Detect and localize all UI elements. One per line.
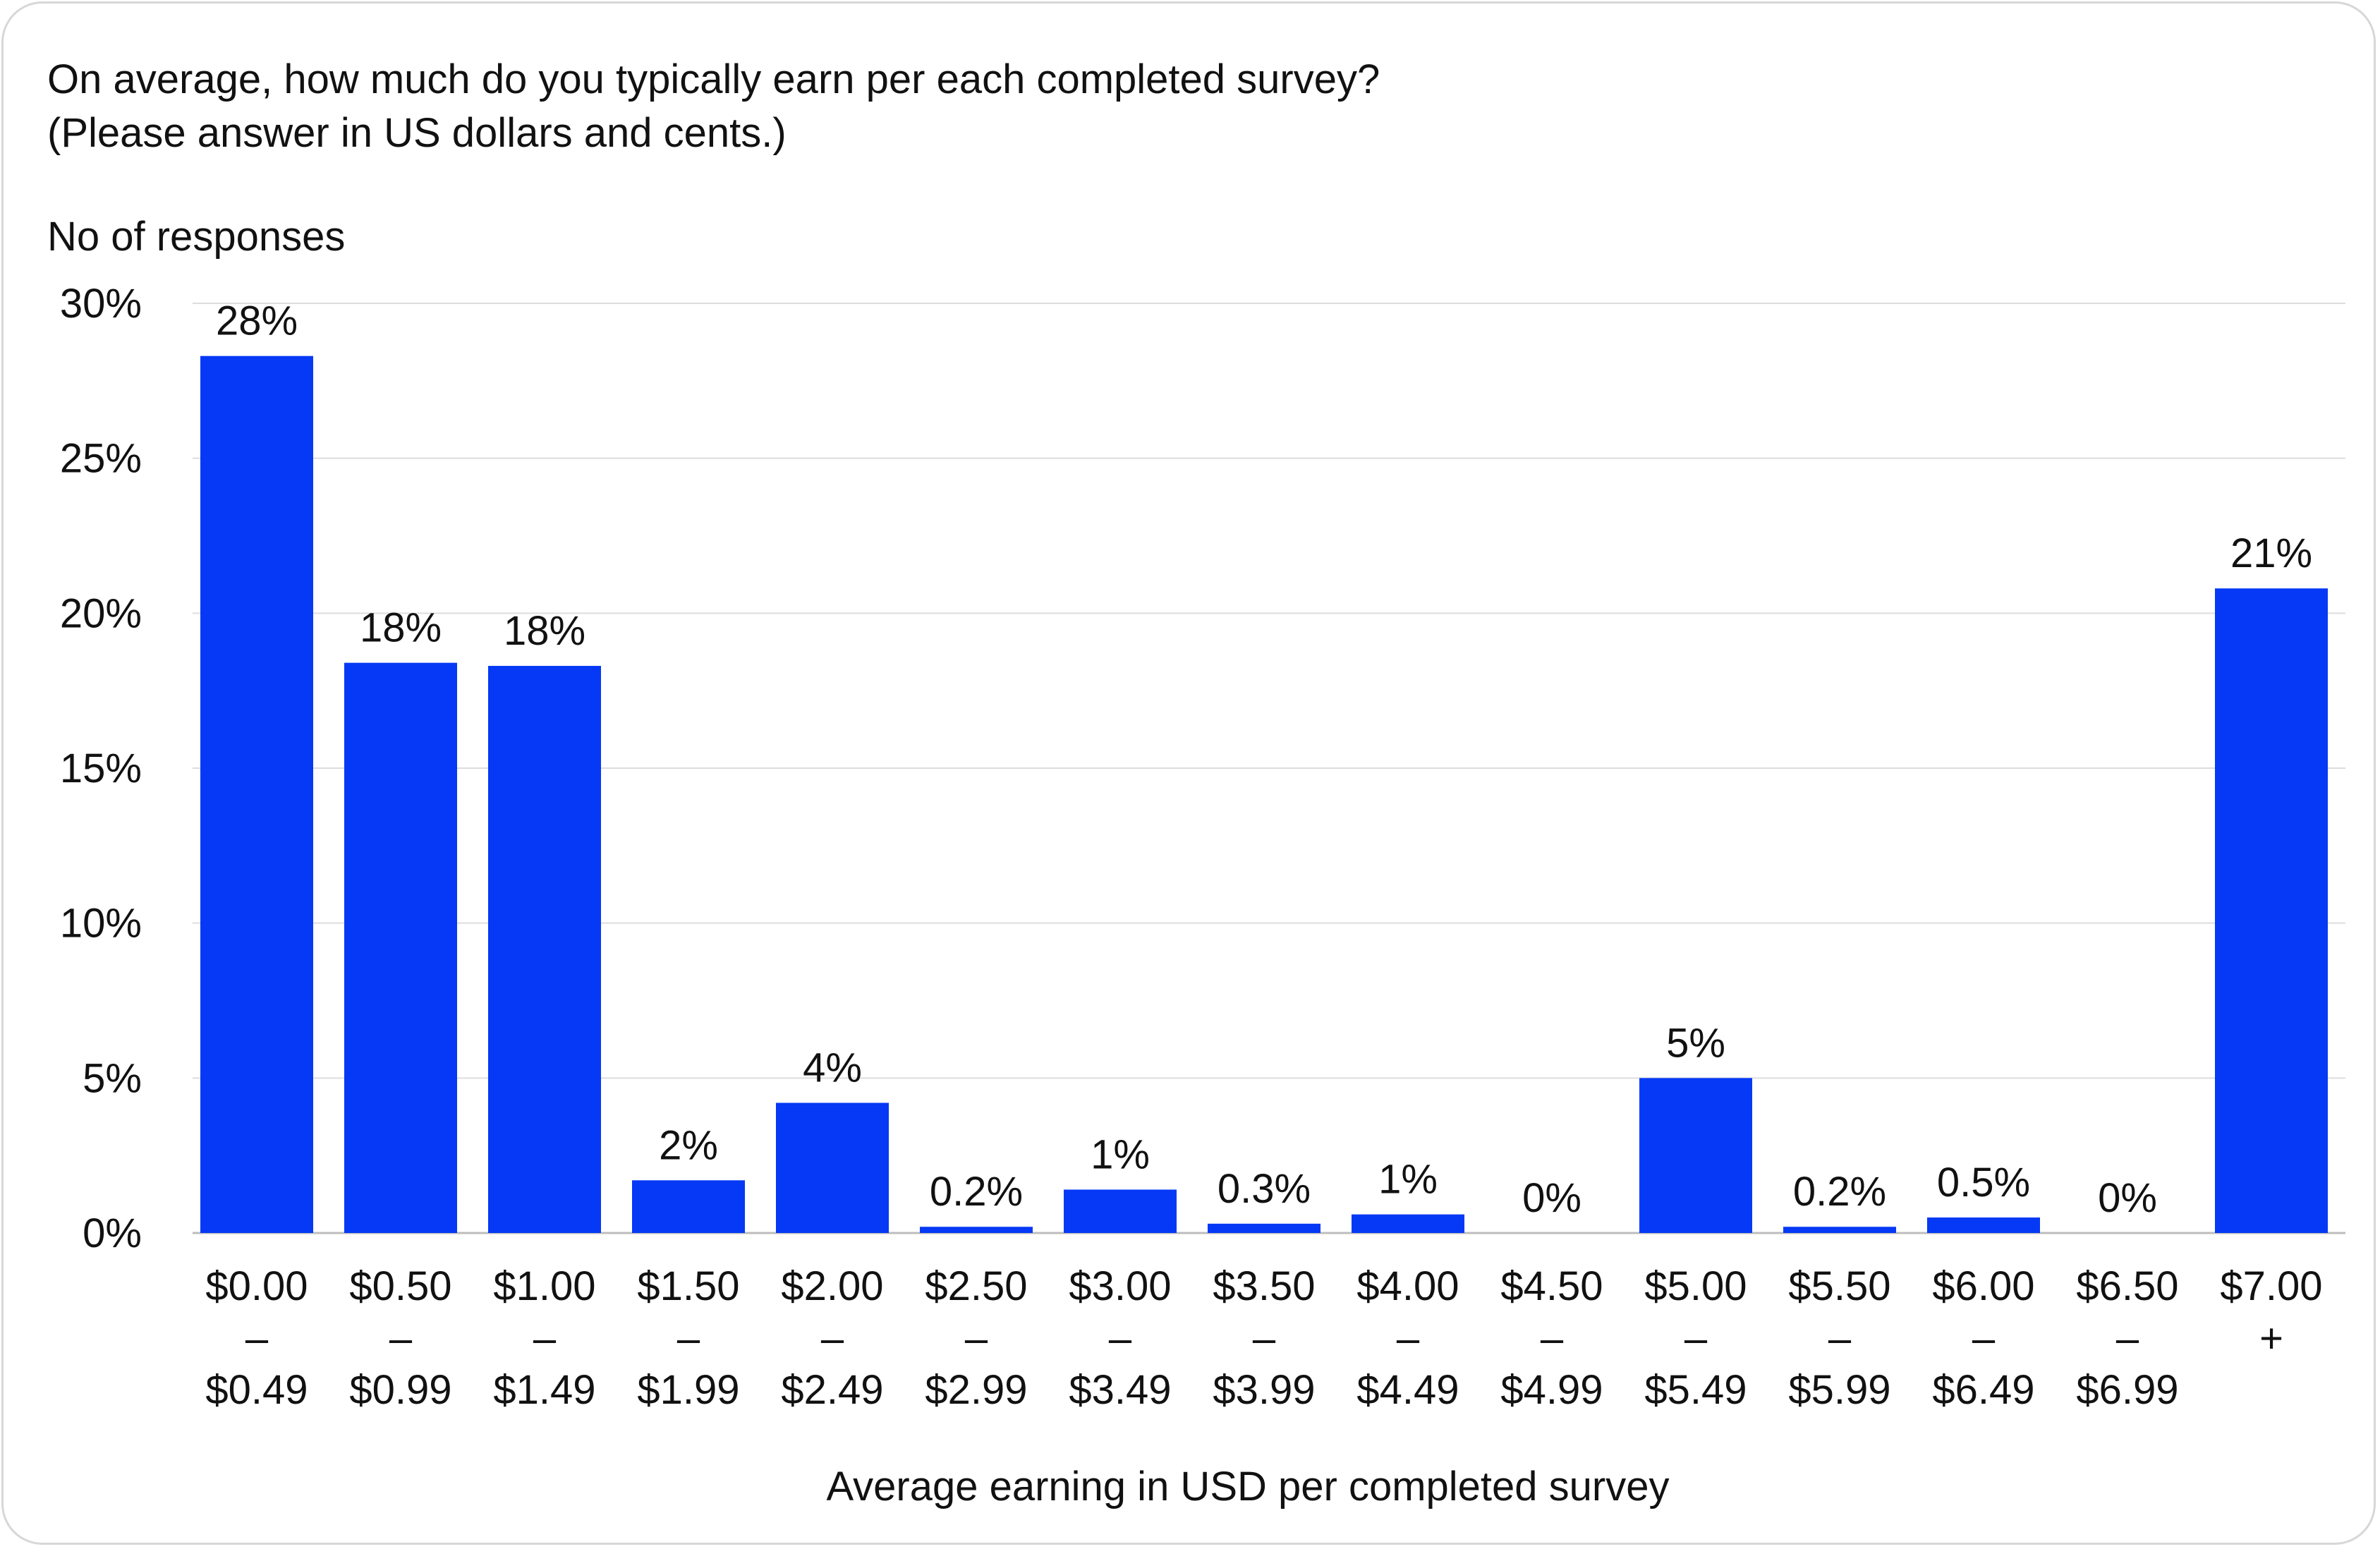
x-tick-label: –	[1541, 1316, 1564, 1361]
bar	[632, 1180, 745, 1233]
bar-chart: 0% 5% 10% 15% 20% 25% 30% 28% 18% 18% 2% 4% 0.2% 1% 0…	[47, 214, 2345, 1509]
x-tick-label: $4.49	[1356, 1367, 1459, 1413]
x-tick-label: $2.49	[781, 1367, 883, 1413]
data-label: 0%	[2098, 1175, 2157, 1221]
x-tick-label: $3.00	[1069, 1263, 1171, 1309]
y-tick-label: 15%	[60, 746, 142, 791]
x-tick-label: $2.50	[925, 1263, 1027, 1309]
bar	[1208, 1223, 1320, 1233]
x-tick-label: $7.00	[2220, 1263, 2322, 1309]
x-tick-label: –	[965, 1316, 988, 1361]
x-tick-label: $6.50	[2076, 1263, 2178, 1309]
data-label: 18%	[504, 608, 585, 654]
x-tick-label: $5.99	[1788, 1367, 1890, 1413]
data-label: 18%	[360, 605, 442, 651]
y-axis-ticks: 0% 5% 10% 15% 20% 25% 30%	[60, 281, 142, 1256]
x-tick-label: $1.00	[493, 1263, 595, 1309]
x-tick-label: $1.99	[637, 1367, 739, 1413]
data-label: 28%	[216, 298, 298, 344]
x-tick-label: $3.49	[1069, 1367, 1171, 1413]
x-tick-label: $0.49	[205, 1367, 308, 1413]
x-tick-label: –	[1972, 1316, 1996, 1361]
x-tick-label: $6.00	[1932, 1263, 2034, 1309]
data-label: 1%	[1091, 1131, 1150, 1177]
x-tick-label: –	[1828, 1316, 1852, 1361]
x-tick-label: $4.00	[1356, 1263, 1459, 1309]
bar	[2215, 588, 2328, 1233]
bar	[920, 1227, 1033, 1233]
x-tick-label: –	[1397, 1316, 1420, 1361]
x-tick-label: $2.99	[925, 1367, 1027, 1413]
x-tick-label: $6.49	[1932, 1367, 2034, 1413]
bar	[1064, 1189, 1177, 1233]
x-tick-label: –	[821, 1316, 844, 1361]
bar	[1783, 1227, 1896, 1233]
x-tick-label: –	[245, 1316, 269, 1361]
x-axis-label: Average earning in USD per completed sur…	[826, 1464, 1669, 1509]
data-label: 0.2%	[1793, 1169, 1886, 1215]
data-label: 5%	[1666, 1020, 1725, 1066]
x-tick-label: –	[533, 1316, 557, 1361]
data-label: 0.5%	[1937, 1160, 2030, 1205]
y-tick-label: 5%	[83, 1055, 142, 1101]
bar	[1639, 1078, 1752, 1233]
bar	[344, 662, 457, 1233]
x-tick-label: $2.00	[781, 1263, 883, 1309]
x-tick-label: $3.99	[1213, 1367, 1315, 1413]
bars	[200, 356, 2328, 1234]
x-tick-label: $0.99	[349, 1367, 451, 1413]
x-tick-label: –	[1109, 1316, 1132, 1361]
x-tick-label: $1.50	[637, 1263, 739, 1309]
x-tick-label: –	[2116, 1316, 2139, 1361]
x-tick-label: $4.50	[1500, 1263, 1603, 1309]
chart-title: On average, how much do you typically ea…	[47, 53, 1380, 160]
data-label: 0.2%	[930, 1169, 1023, 1215]
y-tick-label: 30%	[60, 281, 142, 327]
y-axis-label: No of responses	[47, 214, 345, 260]
x-tick-label: –	[677, 1316, 700, 1361]
data-label: 0.3%	[1218, 1166, 1311, 1212]
bar	[1927, 1217, 2040, 1233]
x-tick-label: –	[1253, 1316, 1276, 1361]
x-axis-ticks: $0.00 – $0.49 $0.50 – $0.99 $1.00 – $1.49 $1.50 – $…	[205, 1263, 2322, 1413]
x-tick-label: $5.50	[1788, 1263, 1890, 1309]
data-label: 21%	[2230, 530, 2312, 576]
x-tick-label: $1.49	[493, 1367, 595, 1413]
data-label: 4%	[803, 1045, 862, 1091]
x-tick-label: $0.50	[349, 1263, 451, 1309]
y-tick-label: 25%	[60, 436, 142, 482]
x-tick-label: –	[1684, 1316, 1708, 1361]
x-tick-label: $0.00	[205, 1263, 308, 1309]
bar	[488, 666, 601, 1233]
y-tick-label: 10%	[60, 901, 142, 947]
x-tick-label: –	[389, 1316, 413, 1361]
bar	[1352, 1214, 1464, 1233]
y-tick-label: 0%	[83, 1210, 142, 1256]
y-tick-label: 20%	[60, 590, 142, 636]
bar	[776, 1102, 889, 1233]
data-label: 1%	[1378, 1157, 1438, 1203]
data-labels: 28% 18% 18% 2% 4% 0.2% 1% 0.3% 1% 0% 5% 0.2% 0.5% 0% 2…	[216, 298, 2312, 1221]
bar	[200, 356, 313, 1234]
data-label: 2%	[659, 1122, 718, 1168]
x-tick-label: $6.99	[2076, 1367, 2178, 1413]
x-tick-label: +	[2259, 1316, 2283, 1361]
x-tick-label: $5.49	[1644, 1367, 1747, 1413]
chart-title-line-2: (Please answer in US dollars and cents.)	[47, 110, 787, 156]
data-label: 0%	[1522, 1175, 1581, 1221]
x-tick-label: $4.99	[1500, 1367, 1603, 1413]
chart-title-line-1: On average, how much do you typically ea…	[47, 56, 1380, 102]
x-tick-label: $5.00	[1644, 1263, 1747, 1309]
x-tick-label: $3.50	[1213, 1263, 1315, 1309]
